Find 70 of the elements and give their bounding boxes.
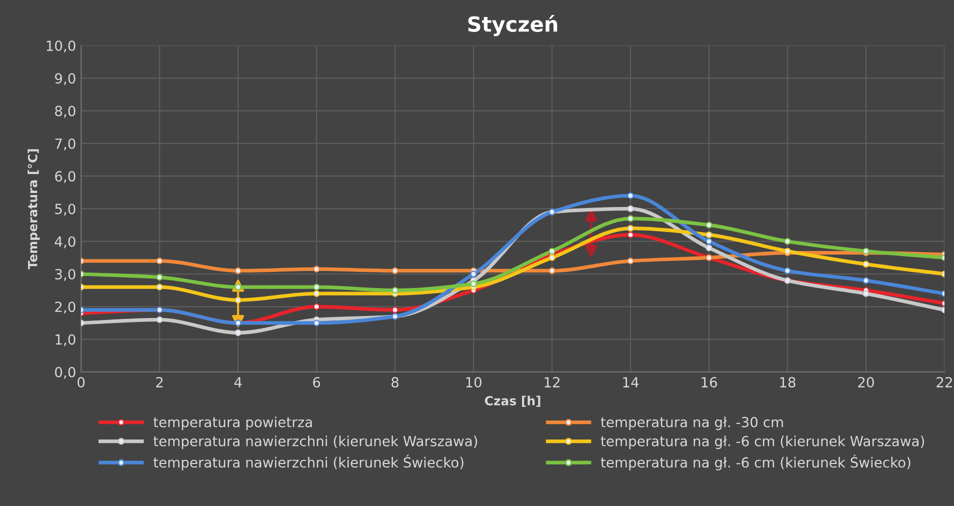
x-tick-label: 18: [780, 377, 796, 388]
legend-label: temperatura nawierzchni (kierunek Świecko): [153, 454, 464, 470]
point: [862, 260, 870, 268]
point: [470, 270, 477, 278]
y-tick-label: 7,0: [55, 138, 76, 150]
x-axis-title: Czas [h]: [484, 396, 540, 407]
y-tick-label: 4,0: [54, 236, 76, 248]
legend-label: temperatura na gł. -6 cm (kierunek Warszawa): [600, 436, 924, 450]
x-tick-label: 8: [392, 377, 399, 388]
point: [156, 284, 163, 290]
y-tick-label: 1,0: [56, 334, 76, 346]
y-tick-label: 0,0: [55, 366, 76, 379]
point: [548, 248, 556, 254]
point: [627, 224, 634, 232]
point: [548, 267, 556, 274]
x-tick-label: 12: [544, 377, 560, 388]
point: [627, 205, 634, 212]
y-tick-label: 2,0: [55, 302, 76, 314]
point: [234, 329, 242, 336]
point: [627, 192, 634, 200]
x-tick-label: 6: [313, 377, 320, 388]
x-tick-label: 16: [702, 377, 717, 388]
line-series: [81, 215, 944, 294]
point: [627, 215, 634, 222]
x-tick-label: 10: [466, 377, 482, 388]
legend-label: temperatura powietrza: [153, 416, 312, 430]
y-axis-title: Temperatura [°C]: [28, 149, 40, 270]
x-tick-label: 22: [936, 377, 952, 388]
point: [156, 316, 163, 324]
point: [706, 232, 712, 238]
point: [156, 274, 163, 281]
legend-label: temperatura na gł. -6 cm (kierunek Świecko): [600, 454, 910, 470]
x-tick-label: 0: [78, 377, 85, 388]
chart-title: Styczeń: [468, 14, 558, 36]
point: [156, 258, 163, 264]
point: [234, 267, 242, 274]
point: [862, 290, 870, 297]
line-series: [81, 192, 944, 326]
point: [627, 258, 634, 264]
line-series: [81, 224, 944, 304]
point: [313, 266, 320, 272]
point: [313, 320, 320, 326]
point: [706, 222, 712, 228]
point: [234, 296, 242, 304]
y-tick-label: 3,0: [55, 268, 76, 281]
x-tick-label: 4: [234, 377, 242, 388]
x-tick-label: 20: [858, 377, 874, 388]
point: [313, 290, 320, 297]
point: [313, 303, 320, 310]
x-tick-label: 14: [623, 377, 639, 388]
point: [470, 280, 477, 288]
point: [627, 232, 634, 238]
point: [706, 238, 712, 245]
point: [392, 306, 398, 314]
point: [784, 267, 791, 274]
legend-label: temperatura nawierzchni (kierunek Warszawa): [153, 436, 478, 450]
y-tick-label: 10,0: [46, 40, 76, 52]
legend-label: temperatura na gł. -30 cm: [600, 416, 783, 430]
y-tick-label: 9,0: [55, 73, 76, 86]
point: [313, 284, 320, 290]
point: [392, 286, 398, 294]
point: [706, 244, 712, 252]
y-tick-label: 8,0: [55, 106, 76, 118]
point: [862, 277, 870, 284]
y-tick-label: 6,0: [55, 171, 76, 183]
point: [392, 267, 398, 274]
x-tick-label: 2: [156, 377, 163, 388]
y-tick-label: 5,0: [55, 204, 76, 216]
point: [784, 238, 791, 245]
point: [548, 254, 556, 262]
